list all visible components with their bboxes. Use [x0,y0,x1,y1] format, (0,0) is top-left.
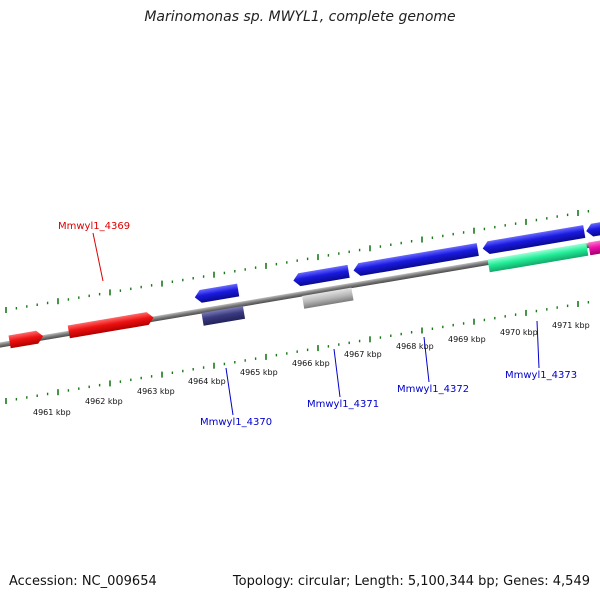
gene-label[interactable]: Mmwyl1_4372 [397,384,469,395]
gene-feature[interactable] [302,287,354,309]
gene-feature[interactable] [352,243,479,277]
scale-labels: 4961 kbp 4962 kbp 4963 kbp 4964 kbp 4965… [33,321,590,417]
scale-label: 4967 kbp [344,350,382,359]
accession-text: Accession: NC_009654 [9,574,157,589]
genome-summary-text: Topology: circular; Length: 5,100,344 bp… [232,574,590,589]
gene-label[interactable]: Mmwyl1_4370 [200,417,272,428]
scale-label: 4971 kbp [552,321,590,330]
gene-feature[interactable] [482,225,586,255]
gene-label[interactable]: Mmwyl1_4371 [307,399,379,410]
gene-feature[interactable] [487,242,589,273]
scale-label: 4963 kbp [137,387,175,396]
gene-feature[interactable] [194,283,240,304]
gene-feature[interactable] [8,330,45,349]
gene-label-leader [423,336,430,383]
gene-label-leader [225,367,234,416]
scale-label: 4962 kbp [85,397,123,406]
gene-feature[interactable] [588,235,600,256]
gene-label-leaders [92,232,540,416]
gene-feature[interactable] [292,264,350,287]
scale-label: 4964 kbp [188,377,226,386]
gene-label-leader [92,232,104,282]
scale-label: 4965 kbp [240,368,278,377]
gene-label-leader [536,320,540,369]
scale-label: 4966 kbp [292,359,330,368]
lower-scale-track [5,301,590,404]
gene-label[interactable]: Mmwyl1_4373 [505,370,577,381]
scale-label: 4970 kbp [500,328,538,337]
gene-feature[interactable] [201,305,246,326]
gene-feature[interactable] [67,311,155,339]
scale-label: 4968 kbp [396,342,434,351]
gene-label[interactable]: Mmwyl1_4369 [58,221,130,232]
upper-scale-track [5,210,590,313]
gene-features [8,217,600,349]
gene-label-leader [333,348,341,398]
scale-label: 4961 kbp [33,408,71,417]
scale-label: 4969 kbp [448,335,486,344]
gene-feature[interactable] [585,217,600,238]
gene-labels: Mmwyl1_4369 Mmwyl1_4370 Mmwyl1_4371 Mmwy… [58,221,577,428]
genome-title: Marinomonas sp. MWYL1, complete genome [144,9,456,25]
